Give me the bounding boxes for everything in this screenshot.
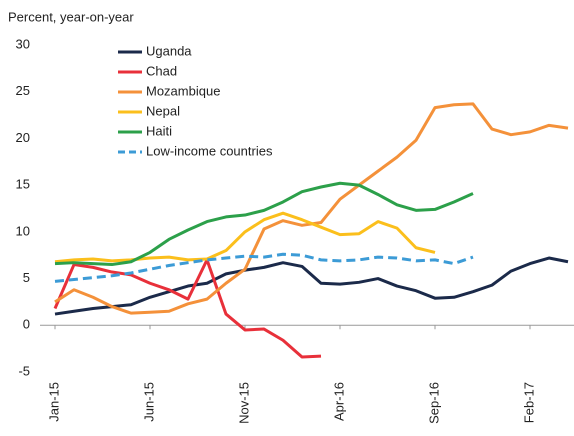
series-line xyxy=(53,258,322,359)
series-line xyxy=(54,102,569,315)
y-tick-label: 0 xyxy=(23,317,30,332)
x-tick-label: Nov-15 xyxy=(236,382,251,424)
y-tick-label: 10 xyxy=(16,223,30,238)
legend-label: Haiti xyxy=(146,123,172,138)
x-tick-label: Sep-16 xyxy=(426,382,441,424)
y-tick-label: 15 xyxy=(16,177,30,192)
legend-label: Uganda xyxy=(146,43,192,58)
x-tick-label: Apr-16 xyxy=(331,382,346,421)
y-tick-label: 25 xyxy=(16,83,30,98)
legend-label: Chad xyxy=(146,63,177,78)
y-tick-label: 30 xyxy=(16,36,30,51)
series-line xyxy=(54,256,569,316)
x-tick-label: Jun-15 xyxy=(141,382,156,422)
chart-title: Percent, year-on-year xyxy=(8,9,134,24)
y-tick-label: -5 xyxy=(18,363,30,378)
series-line xyxy=(54,181,474,267)
legend-label: Mozambique xyxy=(146,83,220,98)
legend-label: Low-income countries xyxy=(146,143,273,158)
y-tick-label: 20 xyxy=(16,130,30,145)
y-tick-label: 5 xyxy=(23,270,30,285)
series-line xyxy=(54,211,436,264)
x-tick-label: Feb-17 xyxy=(521,382,536,423)
x-tick-label: Jan-15 xyxy=(46,382,61,422)
series-line xyxy=(54,252,474,283)
legend-label: Nepal xyxy=(146,103,180,118)
